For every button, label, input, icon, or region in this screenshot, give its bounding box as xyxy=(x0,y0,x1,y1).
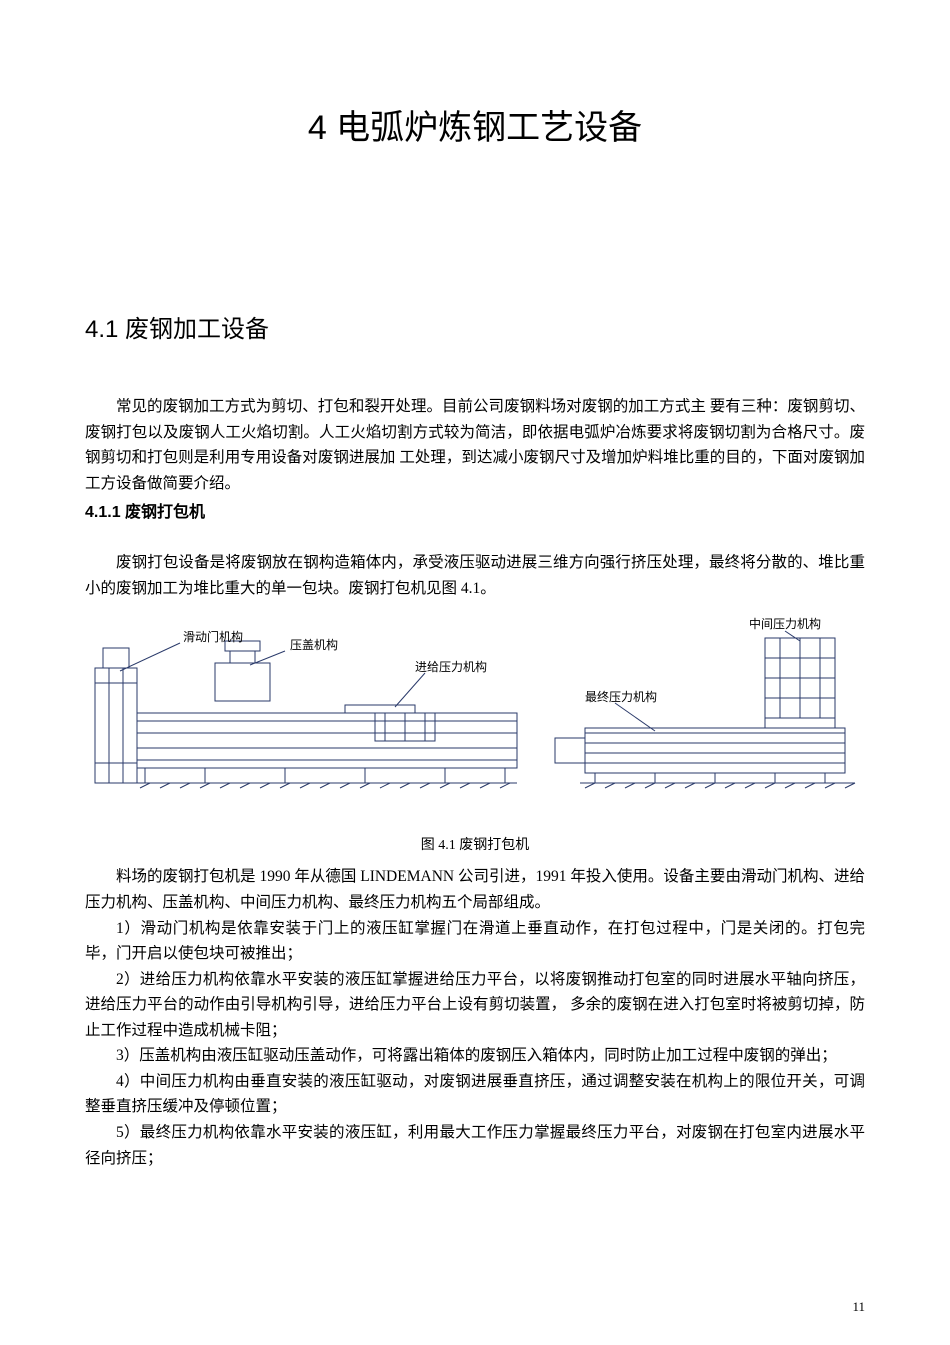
subsection-p3: 1）滑动门机构是依靠安装于门上的液压缸掌握门在滑道上垂直动作，在打包过程中，门是… xyxy=(85,916,865,967)
subsection-p1: 废钢打包设备是将废钢放在钢构造箱体内，承受液压驱动进展三维方向强行挤压处理，最终… xyxy=(85,550,865,601)
section-title: 4.1 废钢加工设备 xyxy=(85,309,865,344)
subsection-title: 4.1.1 废钢打包机 xyxy=(85,498,865,522)
subsection-p2: 料场的废钢打包机是 1990 年从德国 LINDEMANN 公司引进，1991 … xyxy=(85,864,865,915)
page-number: 11 xyxy=(852,1299,865,1315)
subsection-p7: 5）最终压力机构依靠水平安装的液压缸，利用最大工作压力掌握最终压力平台，对废钢在… xyxy=(85,1120,865,1171)
document-page: 4 电弧炉炼钢工艺设备 4.1 废钢加工设备 常见的废钢加工方式为剪切、打包和裂… xyxy=(0,0,950,1345)
subsection-p4: 2）进给压力机构依靠水平安装的液压缸掌握进给压力平台，以将废钢推动打包室的同时进… xyxy=(85,967,865,1044)
label-sliding-door: 滑动门机构 xyxy=(183,629,243,644)
figure-4-1: 滑动门机构 压盖机构 进给压力机构 中间压力机构 最终压力机构 图 4.1 废钢… xyxy=(85,613,865,854)
subsection-p5: 3）压盖机构由液压缸驱动压盖动作，可将露出箱体的废钢压入箱体内，同时防止加工过程… xyxy=(85,1043,865,1069)
subsection-p6: 4）中间压力机构由垂直安装的液压缸驱动，对废钢进展垂直挤压，通过调整安装在机构上… xyxy=(85,1069,865,1120)
label-cover: 压盖机构 xyxy=(290,637,338,652)
chapter-title: 4 电弧炉炼钢工艺设备 xyxy=(85,100,865,149)
intro-paragraph: 常见的废钢加工方式为剪切、打包和裂开处理。目前公司废钢料场对废钢的加工方式主 要… xyxy=(85,394,865,496)
figure-caption: 图 4.1 废钢打包机 xyxy=(85,834,865,854)
label-feed: 进给压力机构 xyxy=(415,659,487,674)
label-middle: 中间压力机构 xyxy=(749,616,821,631)
baler-diagram: 滑动门机构 压盖机构 进给压力机构 中间压力机构 最终压力机构 xyxy=(85,613,865,823)
label-final: 最终压力机构 xyxy=(585,689,657,704)
